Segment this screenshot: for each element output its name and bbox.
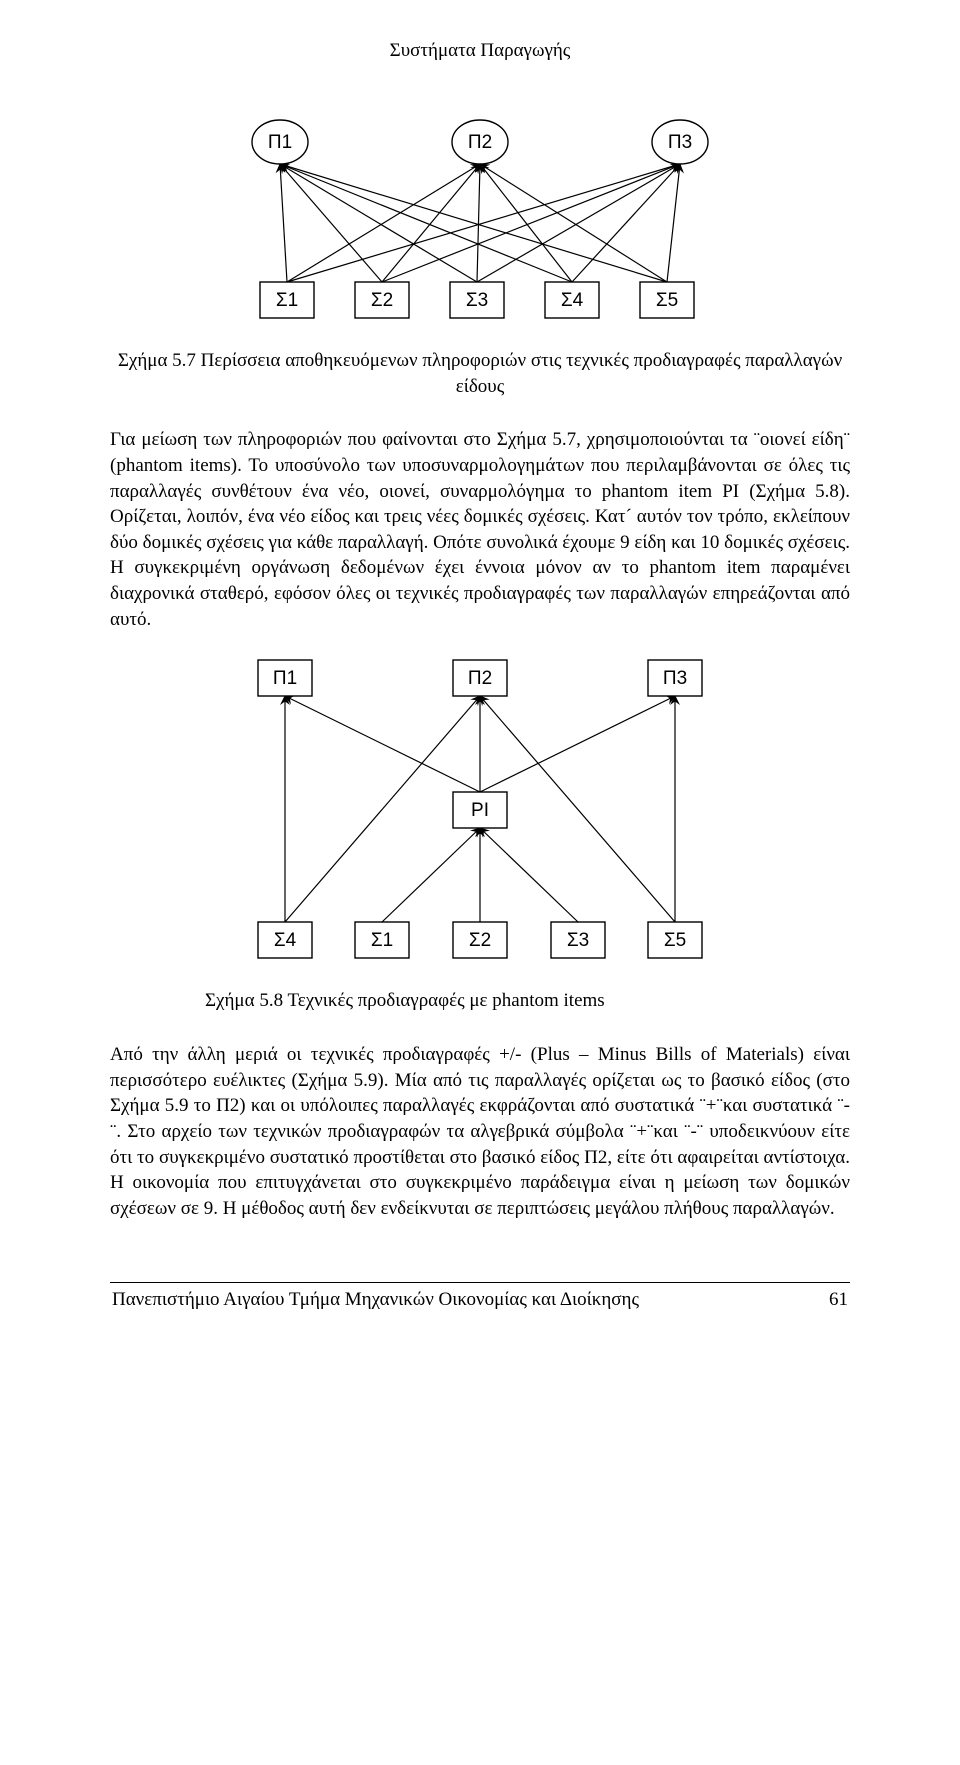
edge xyxy=(480,696,675,922)
edge xyxy=(280,164,667,282)
node-label-P2: Π2 xyxy=(468,668,492,689)
edge xyxy=(285,696,480,792)
edge xyxy=(382,828,480,922)
node-label-S3: Σ3 xyxy=(567,930,589,951)
page-header: Συστήματα Παραγωγής xyxy=(110,40,850,62)
node-label-S5: Σ5 xyxy=(656,290,678,311)
node-label-S4: Σ4 xyxy=(274,930,297,951)
edge xyxy=(287,164,480,282)
body-paragraph-2: Από την άλλη μεριά οι τεχνικές προδιαγρα… xyxy=(110,1042,850,1221)
node-label-PI: PI xyxy=(471,800,489,821)
node-label-S2: Σ2 xyxy=(371,290,393,311)
node-label-P1: Π1 xyxy=(268,132,292,153)
footer-divider xyxy=(110,1282,850,1283)
edge xyxy=(280,164,382,282)
edge xyxy=(572,164,680,282)
footer-page-number: 61 xyxy=(829,1289,848,1311)
edge xyxy=(382,164,480,282)
edge xyxy=(477,164,480,282)
page: Συστήματα Παραγωγής Π1 Π2 Π3 Σ1 Σ2 Σ3 Σ4 Σ5 Σχή… xyxy=(0,0,960,1371)
edge xyxy=(480,164,572,282)
figure-caption-5-8: Σχήμα 5.8 Τεχνικές προδιαγραφές με phant… xyxy=(205,988,850,1014)
node-label-P3: Π3 xyxy=(663,668,687,689)
figure-caption-5-7: Σχήμα 5.7 Περίσσεια αποθηκευόμενων πληρο… xyxy=(110,348,850,399)
edge xyxy=(480,696,675,792)
node-label-P2: Π2 xyxy=(468,132,492,153)
node-label-S3: Σ3 xyxy=(466,290,488,311)
node-label-S4: Σ4 xyxy=(561,290,584,311)
body-paragraph-1: Για μείωση των πληροφοριών που φαίνονται… xyxy=(110,427,850,632)
edge xyxy=(480,828,578,922)
node-label-S1: Σ1 xyxy=(371,930,393,951)
diagram-5-7: Π1 Π2 Π3 Σ1 Σ2 Σ3 Σ4 Σ5 xyxy=(200,102,760,332)
edge xyxy=(287,164,680,282)
diagram-5-8: Π1 Π2 Π3 PI Σ4 Σ1 Σ2 Σ3 Σ5 xyxy=(200,642,760,972)
node-label-S5: Σ5 xyxy=(664,930,686,951)
node-label-P3: Π3 xyxy=(668,132,692,153)
edge xyxy=(285,696,480,922)
edge xyxy=(280,164,287,282)
node-label-S1: Σ1 xyxy=(276,290,298,311)
edge xyxy=(280,164,477,282)
node-label-P1: Π1 xyxy=(273,668,297,689)
edge xyxy=(667,164,680,282)
page-footer: Πανεπιστήμιο Αιγαίου Τμήμα Μηχανικών Οικ… xyxy=(110,1289,850,1331)
node-label-S2: Σ2 xyxy=(469,930,491,951)
footer-left: Πανεπιστήμιο Αιγαίου Τμήμα Μηχανικών Οικ… xyxy=(112,1289,639,1311)
